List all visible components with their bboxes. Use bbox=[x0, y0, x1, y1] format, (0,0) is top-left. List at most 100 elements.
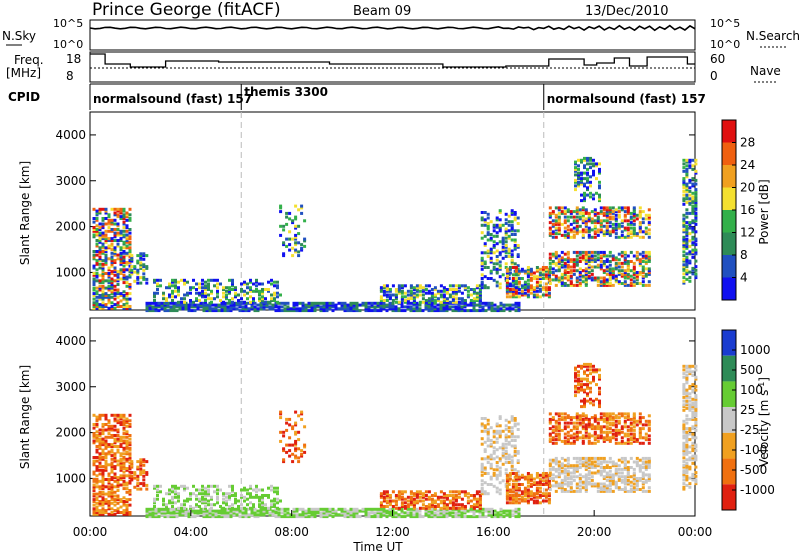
power-cell bbox=[685, 269, 688, 272]
power-cell bbox=[464, 284, 467, 287]
velocity-cell bbox=[484, 430, 487, 433]
power-cell bbox=[188, 304, 191, 307]
velocity-cell bbox=[594, 425, 597, 428]
velocity-cell bbox=[117, 495, 120, 498]
power-cell bbox=[356, 302, 359, 305]
velocity-cell bbox=[117, 419, 120, 422]
power-cell bbox=[102, 263, 105, 266]
power-cell bbox=[114, 279, 117, 282]
power-cell bbox=[502, 237, 505, 240]
power-cell bbox=[615, 236, 618, 239]
power-cell bbox=[496, 231, 499, 234]
power-cell bbox=[213, 297, 216, 300]
power-cell bbox=[591, 266, 594, 269]
velocity-cell bbox=[539, 474, 542, 477]
power-cell bbox=[688, 186, 691, 189]
velocity-cell bbox=[218, 515, 221, 518]
power-cell bbox=[434, 294, 437, 297]
power-cell bbox=[600, 255, 603, 258]
velocity-cell bbox=[609, 431, 612, 434]
power-cell bbox=[682, 194, 685, 197]
velocity-cell bbox=[210, 496, 213, 499]
power-cell bbox=[300, 243, 303, 246]
velocity-cell bbox=[96, 416, 99, 419]
power-cell bbox=[582, 234, 585, 237]
power-cell bbox=[606, 266, 609, 269]
velocity-cell bbox=[320, 511, 323, 514]
power-cell bbox=[694, 223, 697, 226]
velocity-cell bbox=[252, 496, 255, 499]
velocity-cell bbox=[195, 489, 198, 492]
velocity-cell bbox=[114, 465, 117, 468]
power-cell bbox=[174, 290, 177, 293]
power-cell bbox=[332, 302, 335, 305]
power-cell bbox=[545, 273, 548, 276]
power-cell bbox=[691, 249, 694, 252]
velocity-cell bbox=[114, 495, 117, 498]
noise-line bbox=[90, 26, 695, 31]
velocity-cell bbox=[621, 457, 624, 460]
power-cell bbox=[621, 255, 624, 258]
power-cell bbox=[624, 210, 627, 213]
power-cell bbox=[685, 216, 688, 219]
power-cell bbox=[618, 206, 621, 209]
velocity-cell bbox=[99, 509, 102, 512]
power-cell bbox=[111, 305, 114, 308]
velocity-cell bbox=[487, 423, 490, 426]
power-cell bbox=[186, 292, 189, 295]
velocity-cell bbox=[597, 470, 600, 473]
velocity-cell bbox=[561, 479, 564, 482]
power-cell bbox=[630, 216, 633, 219]
power-cell bbox=[207, 297, 210, 300]
velocity-cell bbox=[99, 429, 102, 432]
velocity-cell bbox=[564, 422, 567, 425]
velocity-cell bbox=[99, 432, 102, 435]
velocity-cell bbox=[545, 500, 548, 503]
velocity-cell bbox=[111, 476, 114, 479]
velocity-cell bbox=[123, 452, 126, 455]
power-cell bbox=[688, 194, 691, 197]
power-cell bbox=[570, 258, 573, 261]
velocity-cell bbox=[114, 485, 117, 488]
velocity-cell bbox=[573, 457, 576, 460]
power-cell bbox=[549, 232, 552, 235]
velocity-cell bbox=[487, 437, 490, 440]
power-cell bbox=[231, 288, 234, 291]
power-cell bbox=[685, 238, 688, 241]
power-cell bbox=[502, 257, 505, 260]
power-cell bbox=[645, 214, 648, 217]
velocity-cell bbox=[93, 507, 96, 510]
power-cell bbox=[222, 286, 225, 289]
power-cell bbox=[694, 159, 697, 162]
power-cell bbox=[102, 250, 105, 253]
power-cell bbox=[422, 297, 425, 300]
velocity-cell bbox=[530, 474, 533, 477]
power-cell bbox=[111, 256, 114, 259]
velocity-cell bbox=[111, 507, 114, 510]
power-cell bbox=[269, 305, 272, 308]
velocity-cell bbox=[114, 509, 117, 512]
velocity-cell bbox=[573, 490, 576, 493]
velocity-cell bbox=[564, 459, 567, 462]
power-cell bbox=[609, 267, 612, 270]
power-cell bbox=[191, 309, 194, 312]
velocity-cell bbox=[93, 456, 96, 459]
power-cell bbox=[521, 277, 524, 280]
velocity-cell bbox=[509, 501, 512, 504]
velocity-cell bbox=[434, 505, 437, 508]
velocity-cell bbox=[487, 472, 490, 475]
power-cell bbox=[383, 290, 386, 293]
power-cell bbox=[288, 230, 291, 233]
power-cell bbox=[130, 254, 133, 257]
y-tick-label: 2000 bbox=[55, 426, 86, 440]
power-cell bbox=[371, 302, 374, 305]
velocity-cell bbox=[490, 426, 493, 429]
power-cell bbox=[142, 269, 145, 272]
power-cell bbox=[561, 251, 564, 254]
velocity-cell bbox=[642, 472, 645, 475]
velocity-cell bbox=[612, 461, 615, 464]
velocity-cell bbox=[591, 423, 594, 426]
velocity-cell bbox=[213, 490, 216, 493]
power-cell bbox=[392, 284, 395, 287]
velocity-cell bbox=[198, 489, 201, 492]
